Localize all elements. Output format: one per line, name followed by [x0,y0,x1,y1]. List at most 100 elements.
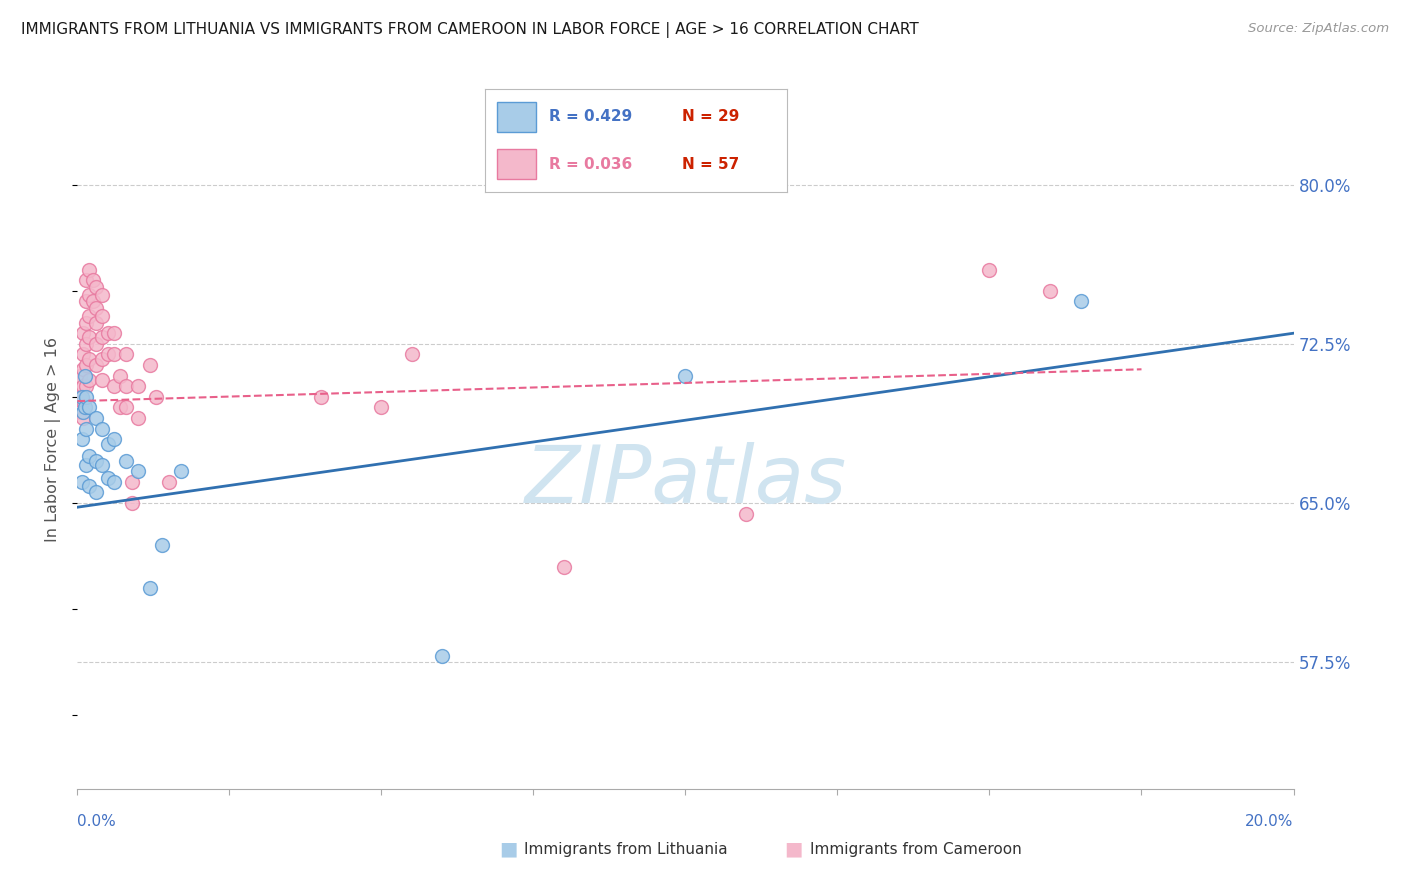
Point [108,368,131,383]
Point [103,475,125,489]
Point [69,390,91,404]
Point [90,373,112,387]
Text: ZIPatlas: ZIPatlas [524,442,846,520]
Point [72,326,94,341]
Point [127,411,149,425]
Text: 20.0%: 20.0% [1246,814,1294,829]
Text: R = 0.429: R = 0.429 [548,110,631,124]
Text: IMMIGRANTS FROM LITHUANIA VS IMMIGRANTS FROM CAMEROON IN LABOR FORCE | AGE > 16 : IMMIGRANTS FROM LITHUANIA VS IMMIGRANTS … [21,22,920,38]
Point [75,422,97,436]
Point [90,288,112,302]
Point [72,347,94,361]
Point [84,358,107,372]
Point [97,436,120,450]
Point [401,347,423,361]
Point [70,390,93,404]
Point [121,475,143,489]
Text: N = 29: N = 29 [682,110,740,124]
Point [370,401,392,415]
Point [1070,294,1092,309]
Point [72,379,94,393]
Point [75,379,97,393]
Point [103,379,125,393]
Point [121,496,143,510]
Point [72,411,94,425]
Text: R = 0.036: R = 0.036 [548,157,631,171]
Point [613,156,636,170]
Point [82,273,104,287]
Point [75,358,97,372]
Point [127,464,149,478]
Text: ■: ■ [499,839,517,859]
Text: Immigrants from Cameroon: Immigrants from Cameroon [810,842,1022,856]
Point [90,422,112,436]
Point [84,301,107,315]
Point [309,390,332,404]
Point [97,347,120,361]
Point [69,368,91,383]
Point [72,394,94,409]
Point [84,453,107,467]
Point [115,379,138,393]
Point [115,453,138,467]
Point [75,336,97,351]
Text: Source: ZipAtlas.com: Source: ZipAtlas.com [1249,22,1389,36]
Point [553,559,575,574]
Point [73,401,96,415]
Point [82,294,104,309]
Point [72,362,94,376]
Point [75,273,97,287]
Point [90,351,112,366]
Point [79,288,101,302]
Point [84,336,107,351]
Point [675,368,697,383]
Text: 0.0%: 0.0% [77,814,117,829]
Point [75,390,97,404]
Point [90,310,112,324]
Point [79,310,101,324]
Point [90,458,112,472]
Point [69,405,91,419]
FancyBboxPatch shape [498,149,537,179]
Point [1039,284,1062,298]
Point [79,351,101,366]
Point [79,479,101,493]
Point [432,648,454,663]
Point [115,347,138,361]
Point [79,450,101,464]
Point [75,316,97,330]
Point [75,294,97,309]
FancyBboxPatch shape [498,102,537,132]
Point [79,373,101,387]
Point [152,538,174,552]
Point [90,330,112,344]
Point [72,405,94,419]
Point [735,507,758,521]
Point [79,401,101,415]
Point [79,330,101,344]
Point [127,379,149,393]
Point [979,262,1001,277]
Point [97,470,120,484]
Point [115,401,138,415]
Point [84,485,107,500]
Point [103,347,125,361]
Point [75,458,97,472]
Point [70,432,93,446]
Point [108,401,131,415]
Point [97,326,120,341]
Point [84,316,107,330]
Point [170,464,193,478]
Text: Immigrants from Lithuania: Immigrants from Lithuania [524,842,728,856]
Point [139,358,162,372]
Y-axis label: In Labor Force | Age > 16: In Labor Force | Age > 16 [45,337,62,541]
Text: ■: ■ [785,839,803,859]
Point [84,279,107,293]
Point [103,326,125,341]
Point [73,368,96,383]
Point [145,390,167,404]
Text: N = 57: N = 57 [682,157,738,171]
Point [84,411,107,425]
Point [139,581,162,595]
Point [157,475,180,489]
